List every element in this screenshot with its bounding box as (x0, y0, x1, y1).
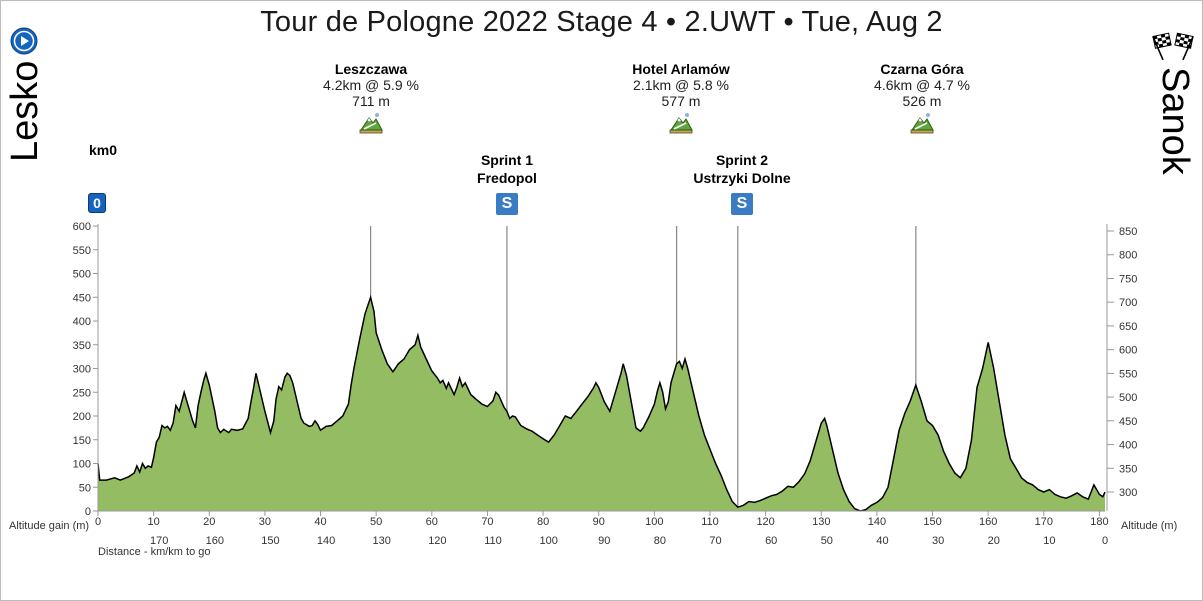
km-to-go-tick-label: 150 (261, 535, 279, 547)
x-tick-label: 0 (95, 516, 101, 528)
x-tick-label: 30 (259, 516, 271, 528)
profile-line (97, 294, 1106, 512)
climb-stats: 4.6km @ 4.7 % (874, 77, 970, 93)
x-axis-distance-title: Distance - km/km to go (98, 546, 210, 558)
y-tick-label-left: 200 (73, 411, 91, 423)
x-axis-gain-title: Altitude gain (m) (9, 520, 89, 532)
y-tick-label-left: 550 (73, 245, 91, 257)
climb-altitude: 711 m (352, 93, 390, 109)
profile-area (98, 297, 1105, 511)
km0-label: km0 (89, 142, 118, 158)
km-to-go-tick-label: 70 (709, 535, 721, 547)
y-tick-label-left: 450 (73, 292, 91, 304)
y-tick-label-left: 100 (73, 459, 91, 471)
y-tick-label-left: 400 (73, 316, 91, 328)
km-to-go-tick-label: 170 (150, 535, 168, 547)
y-tick-label-right: 800 (1119, 250, 1137, 262)
mountain-climb-icon (910, 113, 934, 134)
y-tick-label-left: 600 (73, 221, 91, 233)
y-tick-label-left: 250 (73, 387, 91, 399)
climb-altitude: 526 m (902, 93, 942, 109)
x-tick-label: 10 (148, 516, 160, 528)
x-tick-label: 50 (370, 516, 382, 528)
km-to-go-tick-label: 0 (1102, 535, 1108, 547)
checkered-flag-icon (1152, 32, 1194, 60)
y-tick-label-left: 300 (73, 364, 91, 376)
km-to-go-tick-label: 110 (484, 535, 502, 547)
km-to-go-tick-label: 20 (988, 535, 1000, 547)
x-tick-label: 140 (868, 516, 886, 528)
x-tick-label: 170 (1035, 516, 1053, 528)
km-to-go-tick-label: 160 (206, 535, 224, 547)
y-tick-label-right: 500 (1119, 392, 1137, 404)
km-to-go-tick-label: 140 (317, 535, 335, 547)
km-to-go-tick-label: 130 (373, 535, 391, 547)
x-tick-label: 180 (1090, 516, 1108, 528)
x-tick-label: 150 (923, 516, 941, 528)
y-tick-label-right: 700 (1119, 297, 1137, 309)
finish-town-label: Sanok (1154, 67, 1196, 175)
sprint-name: Sprint 1 (480, 152, 534, 168)
y-tick-label-right: 850 (1119, 226, 1137, 238)
y-tick-label-right: 400 (1119, 440, 1137, 452)
x-tick-label: 100 (645, 516, 663, 528)
x-tick-label: 70 (481, 516, 493, 528)
sprint-place: Ustrzyki Dolne (693, 170, 791, 186)
x-tick-label: 120 (756, 516, 774, 528)
x-tick-label: 90 (593, 516, 605, 528)
y-tick-label-right: 300 (1119, 487, 1137, 499)
climb-name: Leszczawa (334, 61, 408, 77)
x-tick-label: 40 (314, 516, 326, 528)
y-tick-label-right: 750 (1119, 273, 1137, 285)
climb-stats: 4.2km @ 5.9 % (323, 77, 419, 93)
page-title: Tour de Pologne 2022 Stage 4 • 2.UWT • T… (260, 6, 943, 38)
km-to-go-tick-label: 40 (876, 535, 888, 547)
play-circle-icon (10, 27, 38, 55)
y-tick-label-right: 600 (1119, 345, 1137, 357)
y-tick-label-right: 550 (1119, 368, 1137, 380)
y-tick-label-left: 500 (73, 269, 91, 281)
climb-altitude: 577 m (661, 93, 701, 109)
y-tick-label-left: 50 (79, 482, 91, 494)
sprint-place: Fredopol (477, 170, 537, 186)
km-to-go-tick-label: 100 (539, 535, 557, 547)
km-to-go-tick-label: 30 (932, 535, 944, 547)
climb-name: Hotel Arlamów (632, 61, 730, 77)
climb-marker-leszczawa: Leszczawa 4.2km @ 5.9 % 711 m (271, 61, 471, 134)
y-tick-label-left: 350 (73, 340, 91, 352)
y-axis-altitude-title: Altitude (m) (1121, 520, 1177, 532)
km-to-go-tick-label: 90 (598, 535, 610, 547)
sprint-badge: S (731, 193, 753, 215)
km-to-go-tick-label: 60 (765, 535, 777, 547)
x-tick-label: 80 (537, 516, 549, 528)
climb-stats: 2.1km @ 5.8 % (633, 77, 729, 93)
x-tick-label: 160 (979, 516, 997, 528)
sprint-marker-ustrzyki-dolne: Sprint 2 Ustrzyki Dolne S (642, 151, 842, 215)
mountain-climb-icon (669, 113, 693, 134)
axes: 0501001502002503003504004505005506003003… (73, 221, 1138, 547)
sprint-name: Sprint 2 (715, 152, 769, 168)
y-tick-label-left: 0 (85, 506, 91, 518)
x-tick-label: 20 (203, 516, 215, 528)
climb-marker-hotel-arlamow: Hotel Arlamów 2.1km @ 5.8 % 577 m (581, 61, 781, 134)
sprint-badge: S (496, 193, 518, 215)
y-tick-label-right: 350 (1119, 463, 1137, 475)
climb-marker-czarna-gora: Czarna Góra 4.6km @ 4.7 % 526 m (822, 61, 1022, 134)
km-to-go-tick-label: 120 (428, 535, 446, 547)
x-tick-label: 60 (426, 516, 438, 528)
km-to-go-tick-label: 80 (654, 535, 666, 547)
x-tick-label: 110 (701, 516, 719, 528)
km0-badge: 0 (89, 194, 105, 212)
km-to-go-tick-label: 50 (821, 535, 833, 547)
y-tick-label-right: 650 (1119, 321, 1137, 333)
y-tick-label-left: 150 (73, 435, 91, 447)
climb-name: Czarna Góra (880, 61, 964, 77)
km-to-go-tick-label: 10 (1043, 535, 1055, 547)
x-tick-label: 130 (812, 516, 830, 528)
sprint-marker-fredopol: Sprint 1 Fredopol S (407, 151, 607, 215)
y-tick-label-right: 450 (1119, 416, 1137, 428)
mountain-climb-icon (359, 113, 383, 134)
